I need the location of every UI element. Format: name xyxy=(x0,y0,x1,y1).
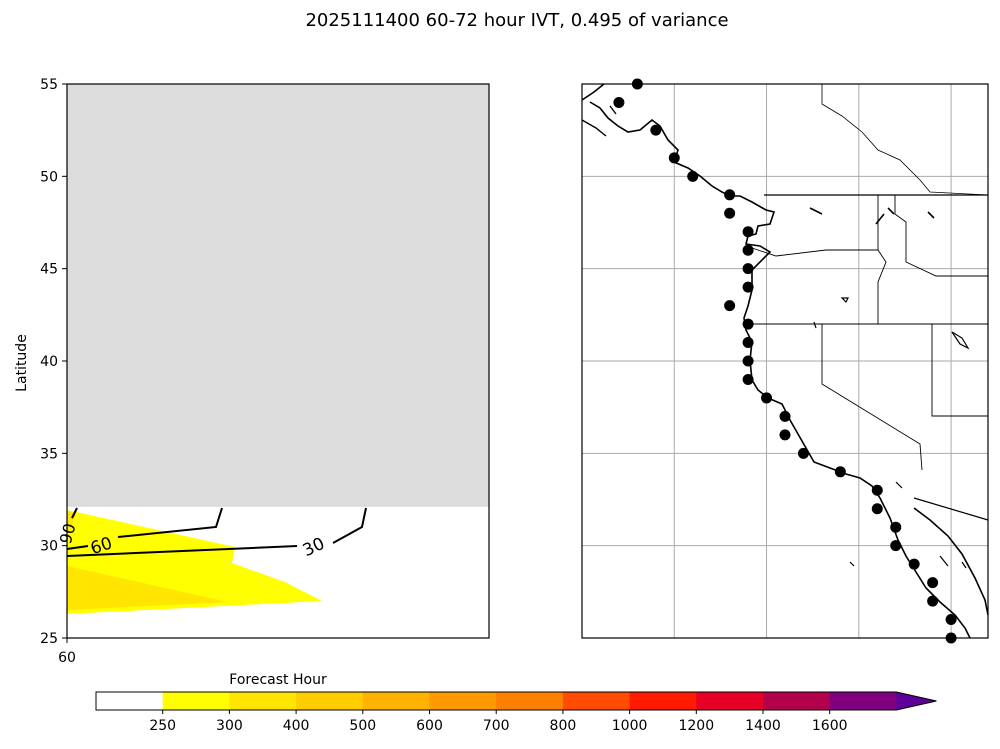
contour-line-30-right xyxy=(332,507,367,544)
chart-title: 2025111400 60-72 hour IVT, 0.495 of vari… xyxy=(305,10,728,31)
map-point-6 xyxy=(724,207,736,219)
map-point-21 xyxy=(871,484,883,496)
map-point-9 xyxy=(742,263,754,275)
map-point-12 xyxy=(742,318,754,330)
idaho-borders xyxy=(877,195,988,277)
contour-label-90: 90 xyxy=(56,521,80,546)
map-panel xyxy=(581,78,989,644)
colorbar-tick-label-8: 1200 xyxy=(678,718,714,734)
y-tick-label-1: 30 xyxy=(40,539,58,555)
map-point-8 xyxy=(742,244,754,256)
map-point-18 xyxy=(779,429,791,441)
ivt-fill-300-400 xyxy=(67,566,228,610)
colorbar-segment-5 xyxy=(429,692,497,710)
us-mexico-border xyxy=(913,497,989,521)
map-point-1 xyxy=(613,96,625,108)
map-point-10 xyxy=(742,281,754,293)
colorbar-extend-arrow xyxy=(896,692,937,710)
map-point-16 xyxy=(761,392,773,404)
colorbar-segment-11 xyxy=(829,692,897,710)
y-tick-label-5: 50 xyxy=(40,169,58,185)
y-tick-label-6: 55 xyxy=(40,77,58,93)
y-tick-label-4: 45 xyxy=(40,262,58,278)
map-point-24 xyxy=(890,540,902,552)
contour-line-60 xyxy=(117,507,223,538)
colorbar-segment-0 xyxy=(96,692,164,710)
map-point-14 xyxy=(742,355,754,367)
map-frame xyxy=(581,83,989,639)
y-tick-label-3: 40 xyxy=(40,354,58,370)
map-point-5 xyxy=(724,189,736,201)
y-tick-label-0: 25 xyxy=(40,631,58,647)
colorbar-segment-6 xyxy=(496,692,564,710)
colorbar-tick-label-5: 700 xyxy=(483,718,510,734)
map-point-15 xyxy=(742,373,754,385)
colorbar-tick-label-1: 300 xyxy=(216,718,243,734)
colorbar-segment-8 xyxy=(629,692,697,710)
x-axis-ticks: 60 xyxy=(58,638,76,666)
colorbar-tick-label-7: 1000 xyxy=(612,718,648,734)
map-point-17 xyxy=(779,410,791,422)
map-point-4 xyxy=(687,170,699,182)
colorbar-segment-2 xyxy=(229,692,297,710)
contour-line-90 xyxy=(71,507,78,519)
colorbar-segment-7 xyxy=(562,692,631,710)
nv-ut-az-border xyxy=(931,324,988,417)
baja-gulf-coast xyxy=(913,507,989,616)
ca-nv-border xyxy=(821,324,923,471)
lake-outlines xyxy=(809,207,935,225)
map-point-3 xyxy=(668,152,680,164)
colorbar-segment-9 xyxy=(696,692,764,710)
colorbar-tick-label-3: 500 xyxy=(349,718,376,734)
great-salt-lake xyxy=(951,331,970,350)
missing-data-region xyxy=(67,84,489,507)
colorbar-outline xyxy=(95,691,937,711)
y-axis-ticks: 25 30 35 40 45 50 55 xyxy=(40,77,67,647)
island-outlines xyxy=(581,105,617,137)
colorbar-segment-4 xyxy=(362,692,430,710)
map-point-25 xyxy=(908,558,920,570)
colorbar-tick-label-9: 1400 xyxy=(745,718,781,734)
map-point-19 xyxy=(797,447,809,459)
map-point-23 xyxy=(890,521,902,533)
map-point-26 xyxy=(927,577,939,589)
canada-interior-line xyxy=(821,84,989,196)
colorbar-segment-3 xyxy=(296,692,364,710)
colorbar-tick-label-0: 250 xyxy=(149,718,176,734)
map-point-7 xyxy=(742,226,754,238)
colorbar-segment-10 xyxy=(763,692,831,710)
x-tick-label-0: 60 xyxy=(58,650,76,666)
colorbar-label: Forecast Hour xyxy=(229,672,327,688)
map-points xyxy=(613,78,957,644)
colorbar-tick-label-6: 800 xyxy=(550,718,577,734)
map-point-27 xyxy=(927,595,939,607)
y-axis-label: Latitude xyxy=(14,334,30,392)
colorbar: 250 300 400 500 600 700 800 1000 1200 1400 1600 xyxy=(95,691,937,734)
map-point-20 xyxy=(834,466,846,478)
colorbar-tick-label-4: 600 xyxy=(416,718,443,734)
map-point-2 xyxy=(650,124,662,136)
map-point-13 xyxy=(742,337,754,349)
contour-line-30 xyxy=(66,545,298,557)
colorbar-tick-label-10: 1600 xyxy=(812,718,848,734)
map-point-28 xyxy=(945,614,957,626)
colorbar-segment-1 xyxy=(162,692,230,710)
colorbar-tick-label-2: 400 xyxy=(283,718,310,734)
map-point-22 xyxy=(871,503,883,515)
y-tick-label-2: 35 xyxy=(40,446,58,462)
map-point-11 xyxy=(724,300,736,312)
small-lakes xyxy=(813,297,967,569)
contour-line-60-left xyxy=(66,545,89,550)
